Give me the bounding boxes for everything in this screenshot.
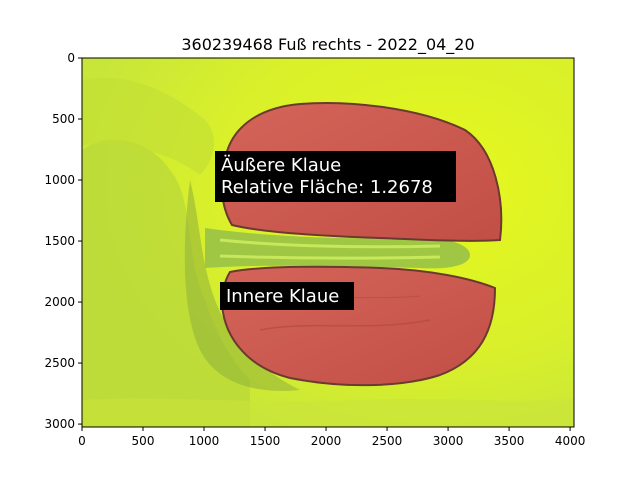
x-tick-label: 0 [78,434,86,448]
inner-claw-label: Innere Klaue [220,282,354,310]
x-tick-label: 1500 [250,434,281,448]
inner-claw-label-name: Innere Klaue [226,286,339,307]
y-tick-label: 1000 [44,173,75,187]
y-tick-label: 0 [67,51,75,65]
y-tick-label: 1500 [44,234,75,248]
outer-claw-label-area: Relative Fläche: 1.2678 [221,177,433,198]
outer-claw-label-box [215,151,456,202]
x-tick-label: 4000 [555,434,586,448]
y-axis-ticks: 0 500 1000 1500 2000 2500 3000 [44,51,82,431]
shadow-bottom [82,398,574,427]
x-tick-label: 3500 [494,434,525,448]
axes-frame [81,57,575,428]
y-tick-label: 2500 [44,356,75,370]
x-tick-label: 1000 [189,434,220,448]
x-axis-ticks: 0 500 1000 1500 2000 2500 3000 3500 4000 [78,427,585,448]
y-tick-label: 3000 [44,417,75,431]
outer-claw-label-name: Äußere Klaue [221,155,341,176]
y-tick-label: 2000 [44,295,75,309]
inner-claw-label-box [220,282,354,310]
plot-title: 360239468 Fuß rechts - 2022_04_20 [181,35,474,55]
photo-image [82,58,574,427]
y-tick-label: 500 [52,112,75,126]
x-tick-label: 3000 [433,434,464,448]
shadow-hoof [184,180,300,391]
x-tick-label: 2000 [311,434,342,448]
x-tick-label: 2500 [372,434,403,448]
x-tick-label: 500 [132,434,155,448]
outer-claw-label: Äußere Klaue Relative Fläche: 1.2678 [215,151,456,202]
shadow-top [82,77,215,175]
